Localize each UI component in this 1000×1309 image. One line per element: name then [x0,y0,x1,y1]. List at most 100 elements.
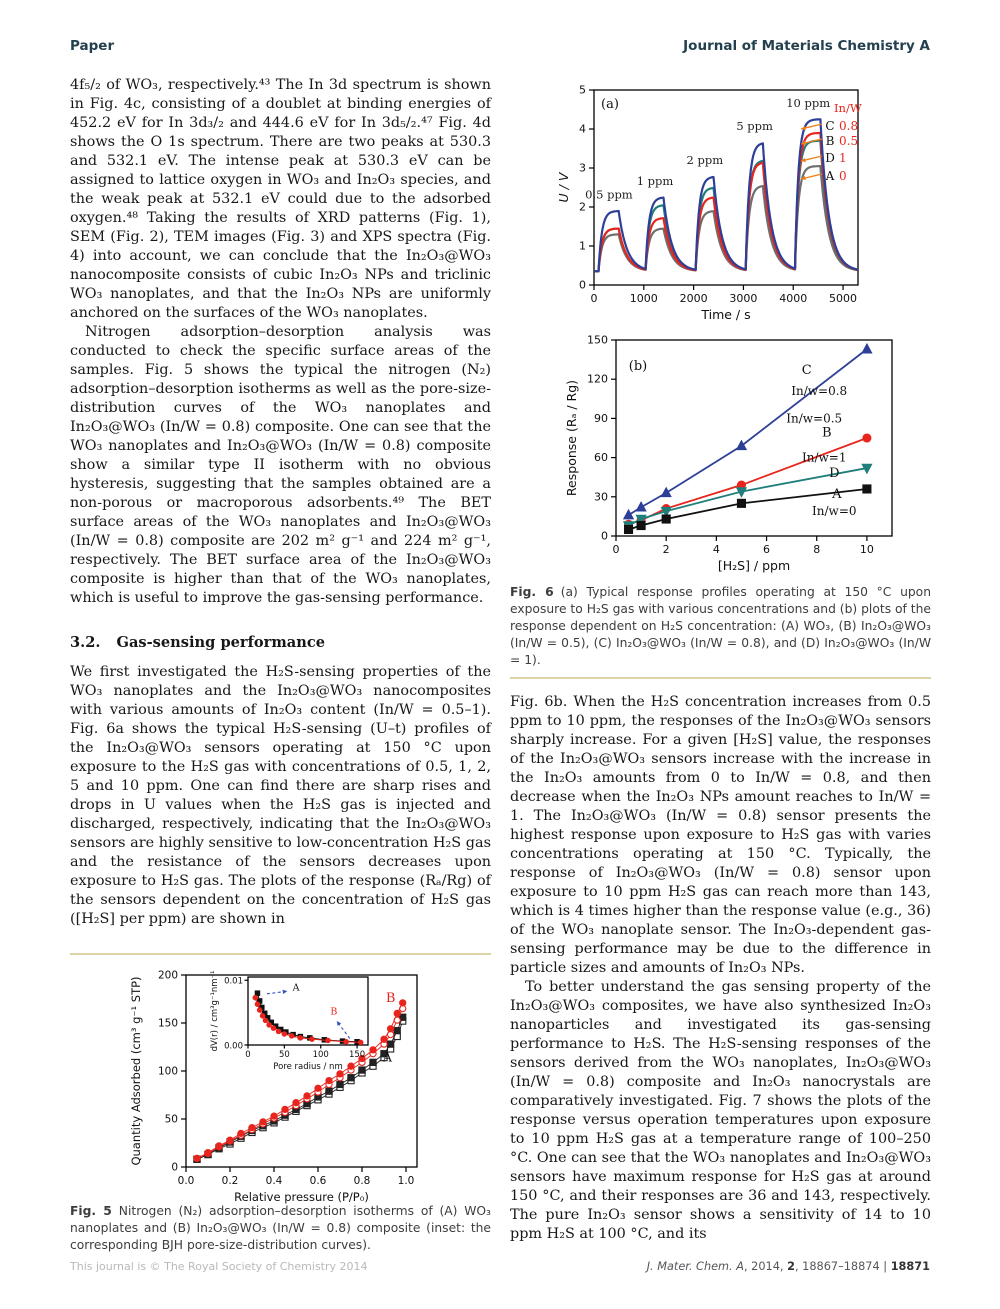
svg-text:0.0: 0.0 [178,1175,195,1187]
svg-text:(a): (a) [601,97,619,112]
svg-text:0.8: 0.8 [839,119,858,133]
svg-text:C: C [802,363,812,378]
svg-text:D: D [825,151,835,165]
body-paragraph: 4f₅/₂ of WO₃, respectively.⁴³ The In 3d … [70,77,491,321]
svg-text:150: 150 [587,334,608,347]
svg-text:4: 4 [579,123,586,136]
fig6-caption: Fig. 6 (a) Typical response profiles oper… [510,584,931,669]
svg-text:0.2: 0.2 [222,1175,239,1187]
svg-text:0.4: 0.4 [266,1175,283,1187]
svg-text:10: 10 [860,543,874,556]
fig5-caption: Fig. 5 Nitrogen (N₂) adsorption–desorptio… [70,1203,491,1254]
svg-text:Relative pressure (P/P₀): Relative pressure (P/P₀) [234,1190,369,1204]
svg-text:In/w=0.8: In/w=0.8 [791,384,847,398]
svg-text:In/w=0: In/w=0 [812,504,856,518]
svg-text:0.01: 0.01 [224,977,243,987]
copyright-text: This journal is © The Royal Society of C… [70,1260,368,1273]
svg-text:90: 90 [594,412,608,425]
body-paragraph: Fig. 6b. When the H₂S concentration incr… [510,694,931,976]
fig6-caption-text: (a) Typical response profiles operating … [510,585,931,667]
citation-text: J. Mater. Chem. A, 2014, 2, 18867–18874 … [647,1260,930,1273]
svg-text:B: B [330,1007,337,1018]
svg-text:0: 0 [171,1162,178,1174]
fig5-isotherm-chart: 0.0 0.2 0.4 0.6 0.8 1.0 0 50 100 150 200 Relative p… [129,970,418,1204]
svg-text:0.6: 0.6 [310,1175,327,1187]
citation-separator: | [879,1260,891,1273]
body-paragraph: We first investigated the H₂S-sensing pr… [70,664,491,927]
svg-text:200: 200 [158,970,178,982]
svg-text:4: 4 [713,543,720,556]
svg-text:D: D [829,466,839,481]
svg-text:0.5: 0.5 [839,134,858,148]
svg-text:1: 1 [839,151,847,165]
body-paragraph: Nitrogen adsorption–desorption analysis … [70,324,491,606]
svg-text:A: A [831,487,842,502]
svg-text:2: 2 [579,201,586,214]
citation-pages: , 18867–18874 [794,1260,880,1273]
svg-text:5: 5 [579,84,586,97]
svg-text:0.8: 0.8 [354,1175,371,1187]
svg-text:150: 150 [349,1050,365,1060]
svg-text:3000: 3000 [729,292,757,305]
svg-text:2: 2 [663,543,670,556]
fig5-pore-size-inset-chart: 0 50 100 150 0.00 0.01 Pore radius / nm dV(r) /… [210,971,369,1072]
svg-text:dV(r) / cm³g⁻¹nm⁻¹: dV(r) / cm³g⁻¹nm⁻¹ [210,971,220,1052]
svg-text:1.0: 1.0 [398,1175,415,1187]
svg-text:5000: 5000 [829,292,857,305]
fig5-caption-text: Nitrogen (N₂) adsorption–desorption isot… [70,1204,491,1252]
svg-text:In/W: In/W [834,101,862,115]
section-number: 3.2. [70,634,101,651]
body-paragraph: To better understand the gas sensing pro… [510,979,931,1242]
svg-text:0.00: 0.00 [224,1042,243,1052]
svg-text:B: B [822,426,832,441]
svg-text:B: B [826,134,835,148]
journal-abbrev: J. Mater. Chem. A [646,1260,744,1273]
svg-text:3: 3 [579,162,586,175]
svg-text:U / V: U / V [556,171,571,202]
svg-text:120: 120 [587,373,608,386]
svg-text:0: 0 [579,279,586,292]
svg-text:0: 0 [839,169,847,183]
svg-text:In/w=1: In/w=1 [802,451,846,465]
figure-5: 0.0 0.2 0.4 0.6 0.8 1.0 0 50 100 150 200 Relative p… [70,955,491,1204]
svg-text:Response (Rₐ / Rg): Response (Rₐ / Rg) [564,380,579,496]
fig6a-response-profiles-chart: 0 1000 2000 3000 4000 5000 0 1 2 3 4 5 Time / s U / V… [556,84,862,323]
figure-divider [70,953,491,955]
page-type-label: Paper [70,38,115,54]
svg-text:Quantity Adsorbed (cm³ g⁻¹ STP: Quantity Adsorbed (cm³ g⁻¹ STP) [129,976,143,1165]
svg-text:6: 6 [763,543,770,556]
svg-text:Time / s: Time / s [700,307,750,322]
journal-title: Journal of Materials Chemistry A [683,38,930,54]
svg-text:(b): (b) [629,359,647,374]
svg-text:Pore radius / nm: Pore radius / nm [273,1062,342,1072]
page-number: 18871 [890,1260,930,1273]
svg-text:100: 100 [313,1050,329,1060]
svg-text:In/w=0.5: In/w=0.5 [786,411,842,425]
svg-text:A: A [825,169,835,183]
section-title: Gas-sensing performance [116,634,326,651]
svg-text:C: C [825,119,834,133]
svg-text:50: 50 [279,1050,290,1060]
svg-text:60: 60 [594,451,608,464]
svg-text:0: 0 [613,543,620,556]
svg-text:30: 30 [594,490,608,503]
left-column: 4f₅/₂ of WO₃, respectively.⁴³ The In 3d … [70,76,491,1254]
svg-text:1 ppm: 1 ppm [637,174,674,188]
svg-text:A: A [382,1050,393,1065]
svg-text:1000: 1000 [630,292,658,305]
svg-text:2 ppm: 2 ppm [687,153,724,167]
figure-divider [510,677,931,679]
svg-text:0.5 ppm: 0.5 ppm [585,187,633,201]
svg-text:[H₂S] / ppm: [H₂S] / ppm [718,558,790,573]
svg-text:0: 0 [245,1050,250,1060]
svg-text:150: 150 [158,1018,178,1030]
section-heading: 3.2. Gas-sensing performance [70,634,491,651]
svg-text:0: 0 [601,530,608,543]
svg-text:0: 0 [591,292,598,305]
svg-text:100: 100 [158,1066,178,1078]
svg-text:A: A [292,983,300,994]
svg-text:50: 50 [165,1114,178,1126]
